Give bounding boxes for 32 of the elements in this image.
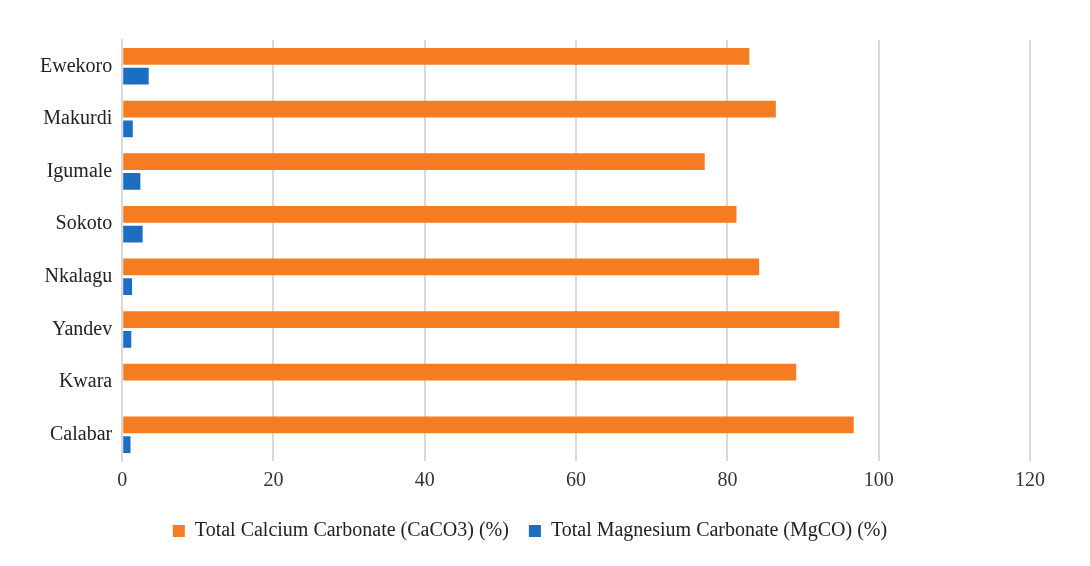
x-tick-label: 40 — [414, 468, 435, 491]
x-tick-label: 20 — [263, 468, 284, 491]
y-tick-label: Calabar — [50, 421, 113, 444]
bar — [123, 100, 776, 118]
bar — [123, 153, 705, 171]
bar — [123, 120, 133, 138]
bar — [123, 48, 750, 65]
bar — [123, 311, 840, 328]
y-tick-label: Igumale — [46, 158, 113, 182]
y-tick-label: Makurdi — [43, 106, 113, 129]
x-tick-label: 0 — [117, 468, 128, 491]
bar — [123, 205, 737, 223]
bar — [123, 225, 143, 243]
x-tick-label: 80 — [717, 468, 738, 491]
bar — [123, 67, 149, 85]
x-tick-label: 60 — [566, 468, 587, 491]
bar — [123, 278, 133, 296]
bar — [123, 330, 132, 348]
y-tick-label: Sokoto — [55, 211, 113, 234]
y-tick-label: Nkalagu — [44, 264, 113, 288]
legend-label: Total Magnesium Carbonate (MgCO) (%) — [550, 518, 888, 542]
bar — [123, 416, 854, 434]
x-tick-label: 120 — [1015, 468, 1045, 491]
bar — [123, 363, 797, 381]
y-tick-label: Kwara — [58, 369, 113, 392]
x-tick-label: 100 — [863, 468, 894, 491]
bar — [123, 436, 131, 453]
legend-label: Total Calcium Carbonate (CaCO3) (%) — [194, 518, 509, 542]
bar — [123, 258, 760, 276]
y-tick-label: Yandev — [51, 316, 113, 339]
y-tick-label: Ewekoro — [39, 53, 113, 76]
bar — [123, 173, 141, 190]
